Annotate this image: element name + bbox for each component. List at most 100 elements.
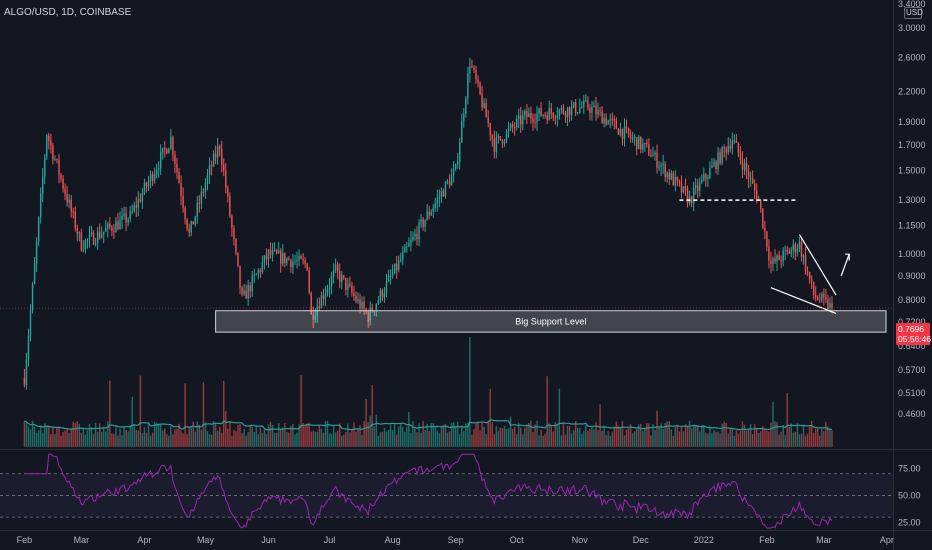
candle-body [117,221,119,230]
candle-body [452,169,455,176]
candle-body [428,211,430,216]
candle-body [389,276,392,278]
candle-body [105,228,107,232]
volume-bar [753,424,756,447]
countdown-timer: 05:56:46 [898,334,932,344]
candle-body [243,290,245,295]
candle-body [414,233,416,237]
volume-bar [72,421,74,447]
candle-body [151,174,154,181]
support-zone-label: Big Support Level [515,316,586,326]
volume-bar [151,432,154,447]
candle-body [194,216,196,225]
candle-body [717,152,719,170]
volume-bar [210,434,213,447]
candle-body [227,188,229,196]
volume-bar [766,430,768,447]
candle-body [39,193,42,218]
volume-bar [729,428,731,447]
candle-body [239,265,241,288]
candle-body [786,250,788,252]
candle-body [526,110,528,118]
volume-bar [88,423,91,447]
volume-bar [117,435,119,447]
volume-bar [279,429,282,447]
volume-bar [408,411,410,447]
candle-body [422,219,424,227]
volume-bar [517,422,520,447]
volume-bar [137,430,140,447]
candle-body [379,290,382,301]
candle-body [96,231,99,244]
candle-body [111,227,113,231]
candle-body [406,246,408,248]
volume-bar [111,433,113,447]
volume-bar [772,401,774,447]
candle-body [174,154,176,164]
wedge-upper-line [798,234,837,296]
candle-body [579,107,581,113]
candle-body [404,246,406,253]
x-tick-label: 2022 [694,535,714,545]
volume-bar [308,422,310,447]
candle-body [471,66,473,68]
candle-body [56,159,58,161]
candle-body [727,145,729,153]
volume-bar [524,428,526,447]
candle-body [44,157,46,177]
x-tick-label: Apr [880,535,894,545]
volume-bar [251,426,253,447]
volume-bar [719,433,721,447]
volume-bar [603,425,605,447]
rsi-line [26,453,833,529]
last-price-tag: 0.7696 05:56:46 [896,323,932,345]
candle-body [766,231,768,248]
candle-body [127,219,129,223]
volume-bar [113,434,115,447]
y-tick-label: 0.9000 [898,271,926,281]
volume-bar [389,423,392,447]
volume-bar [174,428,176,447]
volume-bar [105,431,107,447]
candle-body [658,166,660,168]
candle-body [524,110,526,116]
volume-bar [768,431,770,447]
candle-body [668,172,670,180]
candle-body [574,102,577,114]
volume-bar [178,423,180,447]
volume-bar [751,434,754,447]
volume-bar [434,425,437,447]
volume-bar [312,430,314,447]
candle-body [522,115,524,125]
volume-bar [397,426,400,447]
candle-body [113,230,115,233]
candles-group [23,57,833,390]
volume-bar [625,429,628,447]
volume-bar [505,429,508,447]
volume-bar [66,428,68,447]
volume-bar [363,420,365,447]
candle-body [162,147,164,153]
volume-bar [814,428,817,447]
candle-body [517,115,520,120]
volume-bar [522,434,524,447]
volume-bar [371,385,373,447]
candle-body [627,128,630,135]
candle-body [168,148,170,154]
volume-bar [446,432,449,447]
volume-bar [633,431,636,447]
volume-bar [135,429,138,447]
volume-bar [39,425,42,447]
volume-bar [292,424,294,447]
candle-body [261,262,264,272]
volume-bar [629,424,632,447]
candle-body [92,232,95,245]
candle-body [564,113,567,118]
candle-body [438,196,441,198]
candle-body [123,213,125,216]
currency-badge[interactable]: USD [904,7,923,19]
volume-bar [540,429,542,447]
candle-body [467,73,469,99]
candle-body [650,155,652,157]
